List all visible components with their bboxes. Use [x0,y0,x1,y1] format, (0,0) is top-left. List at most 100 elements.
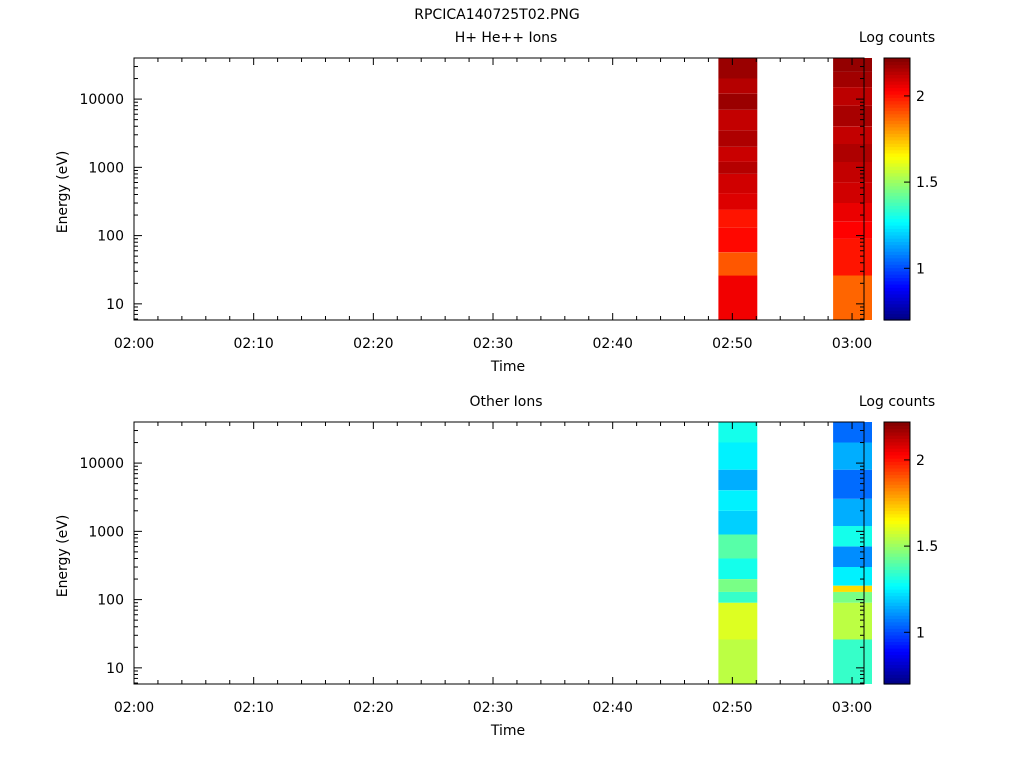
colorbar-segment [884,497,910,502]
colorbar-segment [884,84,910,89]
spectrogram-cell [718,469,758,491]
colorbar-segment [884,120,910,125]
colorbar-segment [884,172,910,177]
colorbar-segment [884,435,910,439]
y-tick-label: 100 [97,229,124,245]
panels: H+ He++ Ions 02:00 02:10 02:20 02:30 02:40 02:… [55,30,938,739]
spectrogram-cell [718,602,758,640]
spectrogram-cell [718,93,758,110]
colorbar-segment [884,185,910,190]
spectrogram-cell [718,558,758,579]
spectrogram-cell [833,275,872,320]
spectrogram-cell [833,442,872,470]
colorbar-segment [884,651,910,656]
colorbar-segment [884,644,910,649]
x-tick-label: 02:50 [712,336,752,352]
figure-title: RPCICA140725T02.PNG [414,7,579,23]
colorbar-segment [884,116,910,121]
spectrogram-cell [718,58,758,79]
colorbar-segment [884,667,910,672]
colorbar-segment [884,175,910,180]
spectrogram-cell [833,144,872,162]
colorbar-segment [884,244,910,249]
colorbar-segment [884,241,910,246]
spectrogram-cell [833,585,872,592]
colorbar-segment [884,523,910,528]
colorbar-segment [884,677,910,682]
colorbar-segment [884,661,910,665]
plot-frame [133,57,865,321]
spectrogram-cell [718,490,758,511]
colorbar-segment [884,189,910,193]
colorbar-segment [884,77,910,82]
colorbar-segment [884,480,910,485]
y-axis-label: Energy (eV) [55,151,71,234]
colorbar-segment [884,205,910,210]
x-axis-label: Time [490,359,525,375]
colorbar-segment [884,602,910,607]
colorbar-segment [884,179,910,184]
x-tick-label: 02:10 [233,336,273,352]
colorbar-segment [884,657,910,662]
colorbar-segment [884,641,910,646]
colorbar-tick-label: 2 [916,89,925,105]
colorbar-segment [884,448,910,453]
y-tick-label: 10000 [79,456,124,472]
colorbar-segment [884,464,910,469]
spectrogram-cell [833,469,872,499]
spectrogram-cell [833,203,872,222]
x-tick-label: 02:40 [593,700,633,716]
colorbar-segment [884,113,910,118]
spectrogram-cell [833,221,872,239]
colorbar-segment [884,647,910,652]
colorbar-segment [884,634,910,639]
panel-title: Other Ions [469,394,542,410]
colorbar-segment [884,110,910,115]
spectrogram-cell [833,546,872,567]
colorbar-segment [884,520,910,525]
x-tick-label: 02:10 [233,700,273,716]
spectrogram-cell [718,591,758,603]
colorbar-segment [884,572,910,577]
colorbar-tick-label: 1 [916,261,925,277]
y-tick-label: 10 [106,661,124,677]
spectrogram-cell [718,579,758,592]
x-tick-label: 02:30 [473,700,513,716]
spectrogram-cell [833,87,872,106]
colorbar-segment [884,67,910,72]
colorbar-segment [884,579,910,584]
colorbar-segment [884,149,910,154]
colorbar-segment [884,293,910,298]
colorbar-segment [884,280,910,285]
colorbar-segment [884,297,910,301]
colorbar-frame [883,57,911,321]
colorbar-segment [884,451,910,456]
colorbar-segment [884,267,910,272]
colorbar-segment [884,490,910,495]
colorbar-segment [884,192,910,197]
y-tick-label: 100 [97,593,124,609]
colorbar-label: Log counts [859,30,935,46]
colorbar-segment [884,169,910,174]
spectrogram-cell [833,422,872,443]
colorbar-segment [884,428,910,433]
colorbar-segment [884,61,910,66]
colorbar-segment [884,225,910,229]
spectrogram-cell [833,182,872,203]
colorbar-segment [884,575,910,580]
colorbar-segment [884,670,910,675]
colorbar-segment [884,283,910,288]
colorbar-segment [884,306,910,311]
colorbar-segment [884,234,910,239]
colorbar-segment [884,631,910,636]
y-axis-label: Energy (eV) [55,515,71,598]
colorbar-segment [884,503,910,508]
colorbar-segment [884,559,910,564]
colorbar-segment [884,458,910,462]
colorbar-segment [884,300,910,305]
colorbar-segment [884,94,910,98]
colorbar-segment [884,310,910,315]
colorbar-segment [884,500,910,505]
colorbar-segment [884,274,910,279]
colorbar-segment [884,74,910,79]
